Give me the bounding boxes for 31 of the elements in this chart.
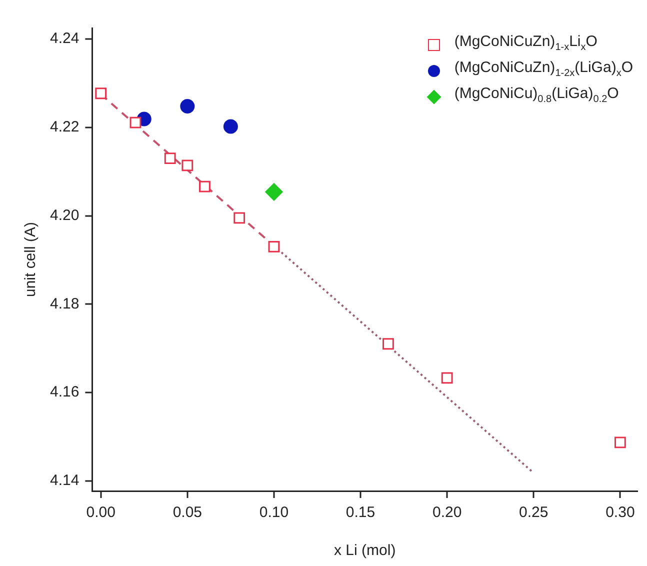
x-tick-label: 0.15 [346,504,376,522]
point [95,88,107,100]
x-tick-label: 0.10 [259,504,289,522]
point [130,116,142,128]
y-axis-title: unit cell (A) [22,222,40,298]
legend-label: (MgCoNiCuZn)$_{1-2x}$(LiGa)$_{x}$O [454,58,633,81]
x-tick-label: 0.25 [519,504,548,522]
y-tick-label: 4.18 [50,295,80,312]
x-tick-label: 0.00 [86,504,116,522]
point [180,98,195,114]
point [223,119,238,134]
x-tick-label: 0.30 [606,504,635,522]
point [614,436,626,448]
x-tick-label: 0.05 [172,504,202,522]
point [234,212,246,224]
point [268,240,280,252]
point [182,160,194,172]
point [382,338,394,350]
point [265,183,283,201]
y-tick-label: 4.20 [50,206,80,224]
point [164,152,176,164]
y-tick-label: 4.14 [50,472,80,489]
x-axis-title: x Li (mol) [334,542,396,560]
y-tick-label: 4.24 [50,30,80,48]
point [199,180,210,192]
legend-label: (MgCoNiCuZn)$_{1-x}$Li$_{x}$O [454,32,598,55]
y-tick-label: 4.22 [50,118,80,136]
x-tick-label: 0.20 [432,504,462,522]
legend-label: (MgCoNiCu)$_{0.8}$(LiGa)$_{0.2}$O [454,84,619,107]
y-tick-label: 4.16 [50,384,80,401]
point [441,372,453,384]
